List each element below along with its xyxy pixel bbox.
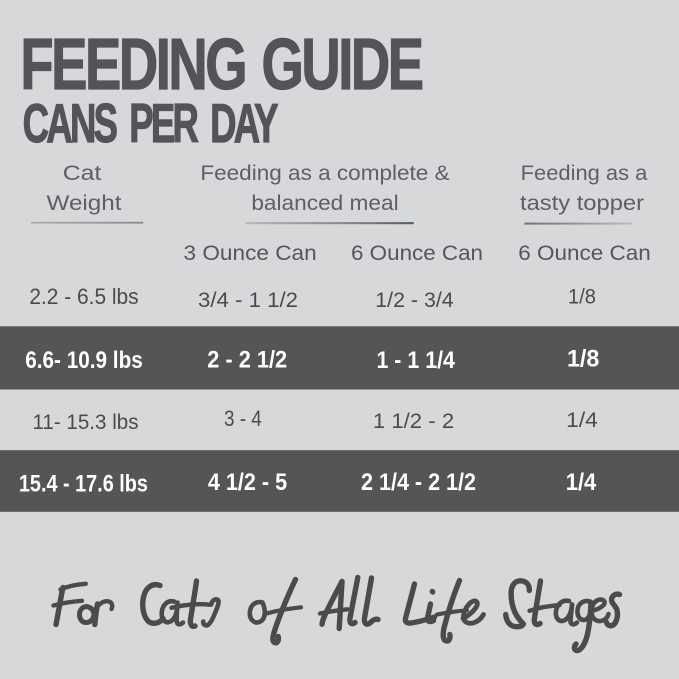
svg-text:1/8: 1/8 (567, 346, 600, 373)
svg-text:FEEDING GUIDE: FEEDING GUIDE (20, 23, 422, 104)
svg-text:3/4 - 1 1/2: 3/4 - 1 1/2 (198, 289, 298, 312)
svg-text:tasty topper: tasty topper (520, 191, 644, 215)
svg-text:Feeding as a complete &: Feeding as a complete & (200, 161, 449, 185)
svg-text:11- 15.3 lbs: 11- 15.3 lbs (33, 410, 139, 434)
svg-text:1/4: 1/4 (566, 469, 597, 496)
svg-text:3 Ounce Can: 3 Ounce Can (184, 242, 317, 265)
svg-text:1/4: 1/4 (566, 408, 598, 432)
svg-text:2 - 2 1/2: 2 - 2 1/2 (207, 347, 287, 374)
svg-text:6.6- 10.9 lbs: 6.6- 10.9 lbs (25, 347, 143, 374)
svg-text:Cat: Cat (63, 161, 102, 185)
svg-text:1 - 1 1/4: 1 - 1 1/4 (376, 347, 455, 374)
svg-text:1/2 - 3/4: 1/2 - 3/4 (375, 289, 454, 312)
svg-text:Feeding as a: Feeding as a (521, 161, 648, 185)
svg-text:6 Ounce Can: 6 Ounce Can (351, 242, 483, 265)
svg-text:4 1/2 - 5: 4 1/2 - 5 (208, 469, 287, 496)
svg-text:15.4 - 17.6 lbs: 15.4 - 17.6 lbs (19, 471, 148, 498)
svg-text:CANS PER DAY: CANS PER DAY (23, 93, 279, 154)
svg-text:6 Ounce Can: 6 Ounce Can (518, 242, 651, 265)
svg-text:2 1/4 - 2 1/2: 2 1/4 - 2 1/2 (361, 469, 476, 496)
svg-text:2.2 - 6.5 lbs: 2.2 - 6.5 lbs (29, 284, 138, 309)
svg-text:1/8: 1/8 (568, 286, 596, 309)
svg-text:1 1/2 - 2: 1 1/2 - 2 (373, 409, 454, 433)
svg-text:3 - 4: 3 - 4 (224, 406, 262, 431)
svg-text:balanced meal: balanced meal (251, 191, 398, 215)
svg-text:Weight: Weight (47, 191, 122, 215)
